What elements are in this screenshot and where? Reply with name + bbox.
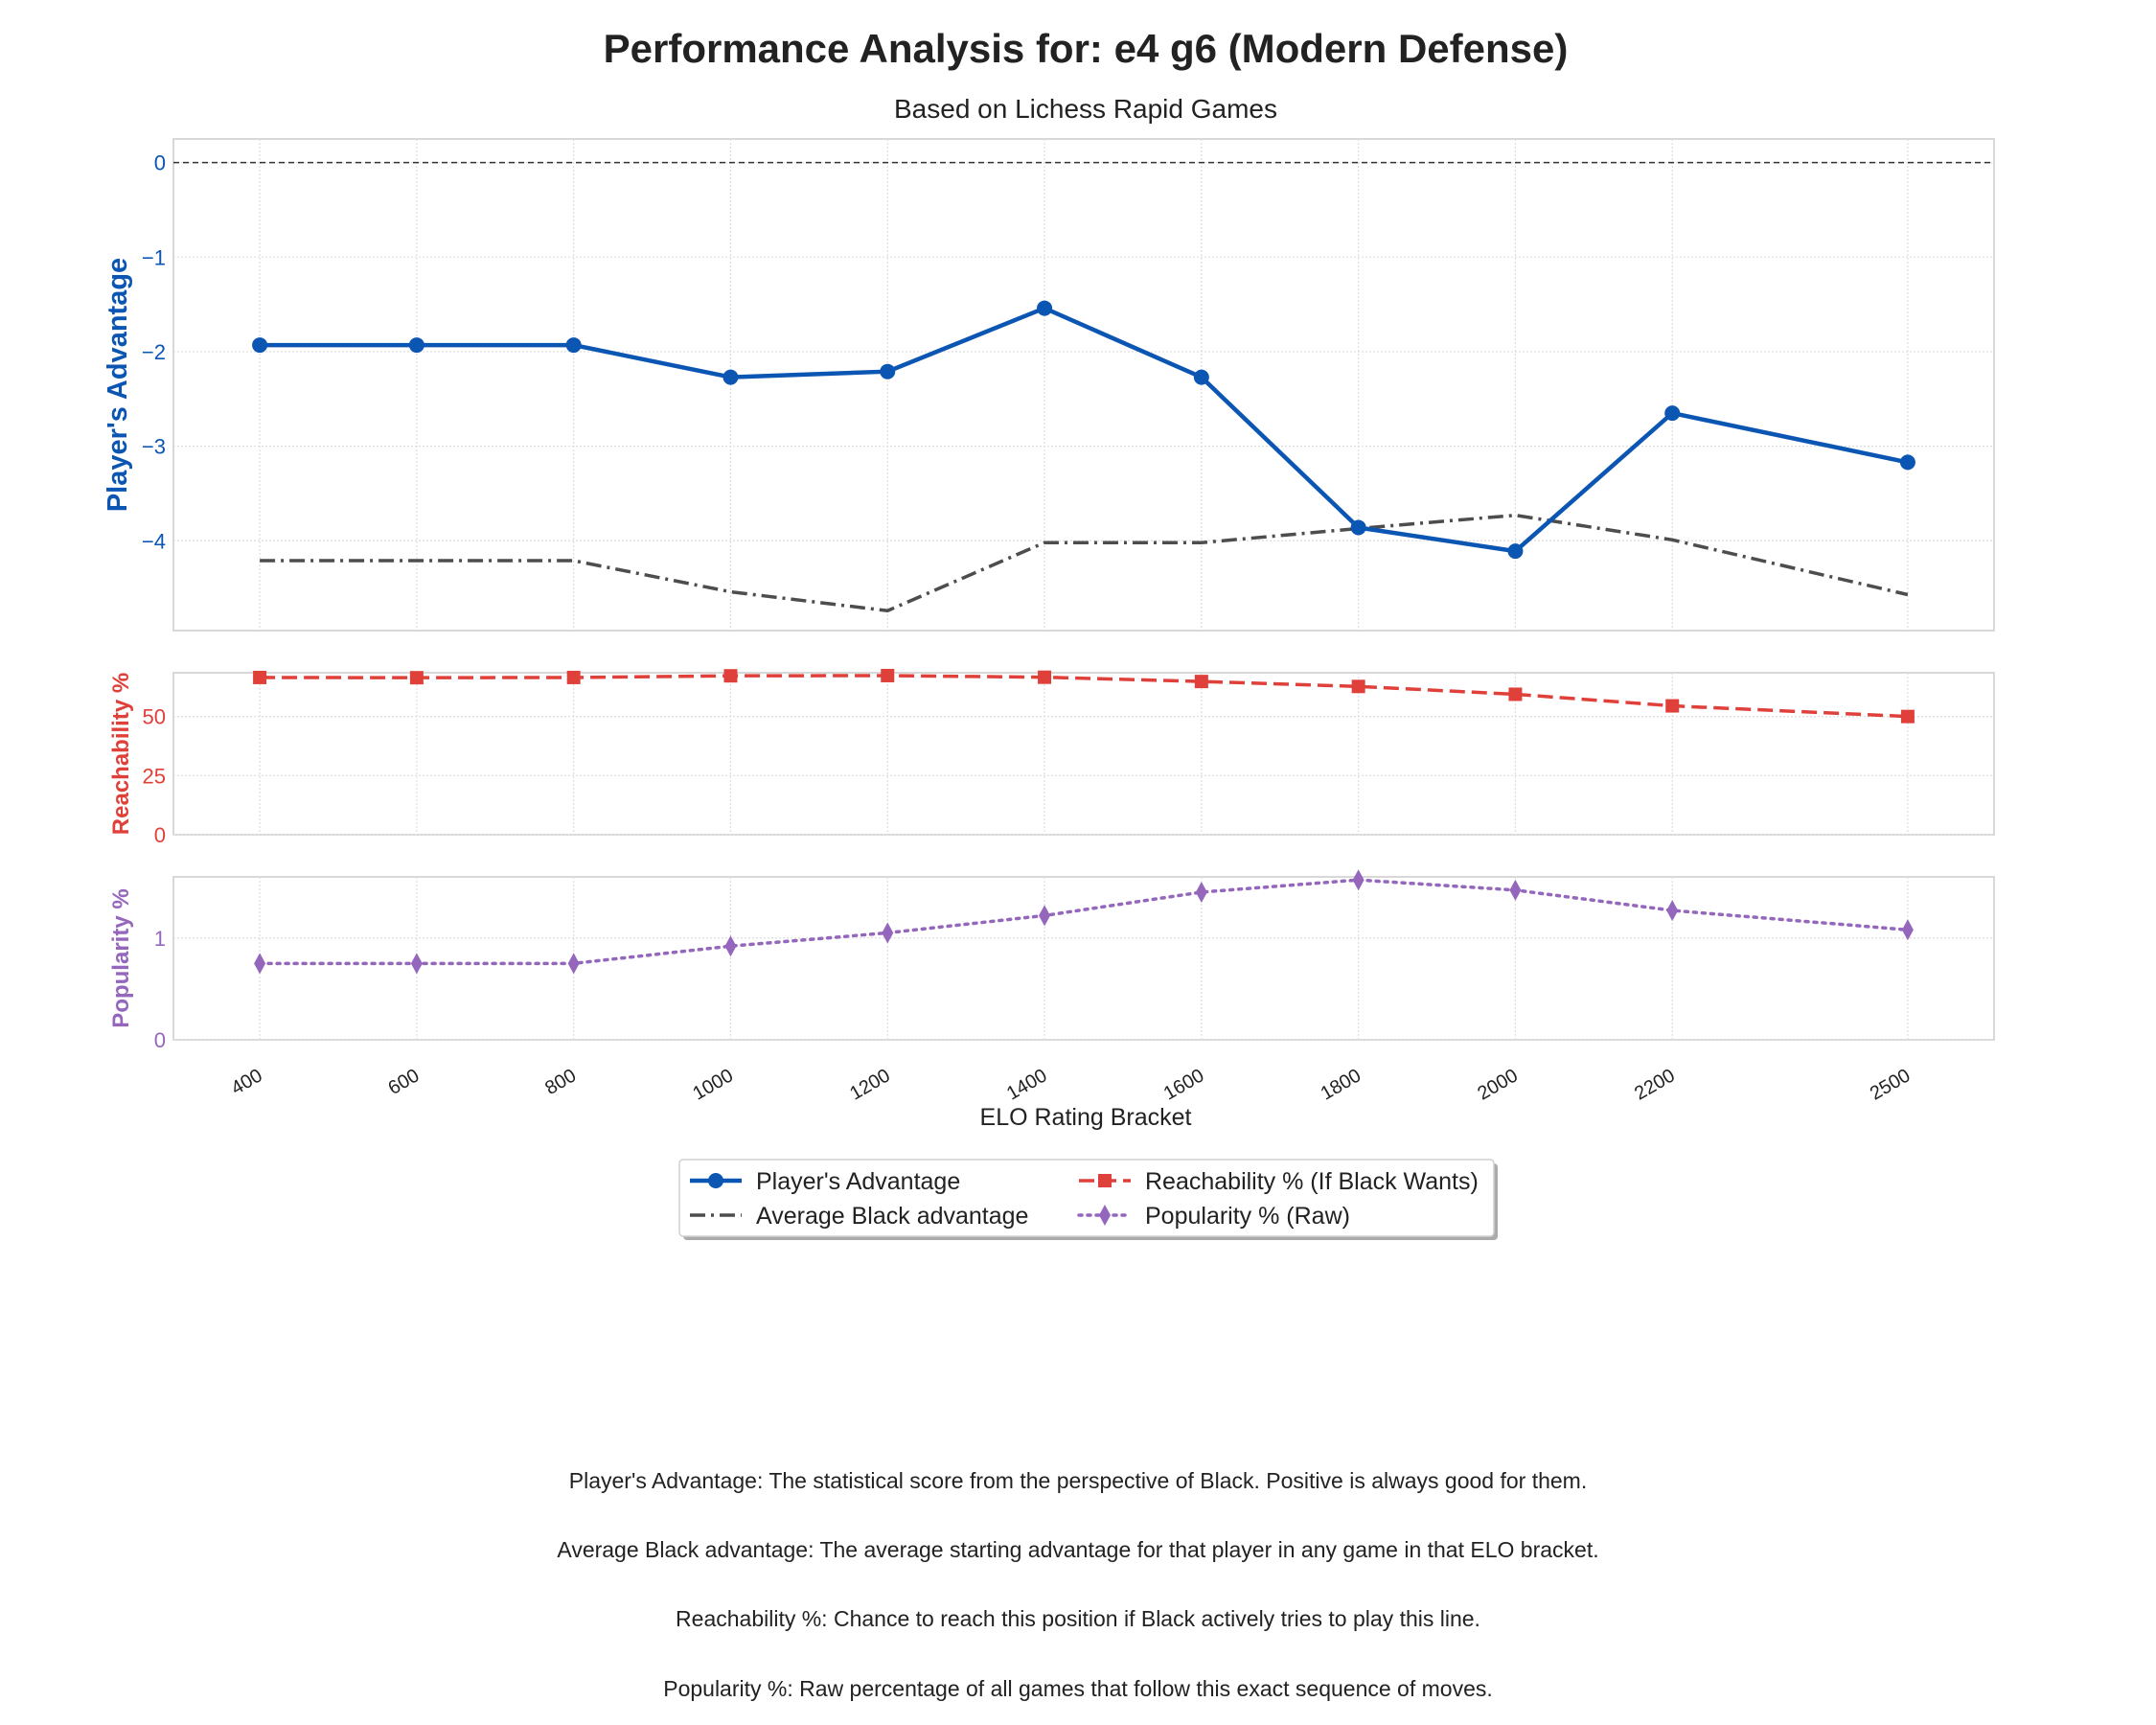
data-point: [1193, 369, 1209, 385]
legend-label: Popularity % (Raw): [1145, 1203, 1350, 1230]
data-point: [1509, 879, 1522, 901]
data-point: [566, 670, 581, 684]
x-tick-label: 1200: [846, 1065, 894, 1104]
chart-panels: 0 −1 −2 −3 −4 Player's Advantage 0 25 50 Reachabi…: [103, 138, 1995, 1052]
x-tick-label: 2200: [1631, 1065, 1679, 1104]
legend-entry: Average Black advantage: [690, 1203, 1028, 1230]
x-tick-label: 1400: [1003, 1065, 1051, 1104]
series-average-black-advantage: [260, 513, 1909, 613]
legend-entry: Popularity % (Raw): [1077, 1203, 1350, 1230]
data-point: [881, 668, 895, 682]
data-point: [1195, 881, 1207, 903]
series-reachability-if-black-wants: [253, 668, 1915, 724]
legend-label: Reachability % (If Black Wants): [1145, 1168, 1479, 1195]
y-tick-label: −3: [142, 435, 166, 459]
panel-frame: [172, 876, 1995, 1041]
chart-subtitle: Based on Lichess Rapid Games: [894, 94, 1277, 124]
panel-popularity: 0 1 Popularity %: [108, 869, 1995, 1052]
y-tick-label: −1: [142, 245, 166, 269]
y-axis-label: Reachability %: [108, 673, 134, 835]
data-point: [1900, 709, 1915, 724]
data-point: [1351, 679, 1365, 694]
data-point: [1037, 300, 1053, 316]
panel-frame: [172, 672, 1995, 836]
series-player-s-advantage: [252, 300, 1915, 560]
x-tick-label: 2000: [1474, 1065, 1522, 1104]
data-point: [252, 337, 268, 354]
data-point: [1665, 699, 1680, 713]
data-point: [1352, 869, 1365, 891]
y-tick-label: 1: [154, 927, 166, 951]
y-tick-label: 0: [154, 823, 166, 847]
y-axis-label: Player's Advantage: [103, 258, 133, 512]
series-popularity-raw: [254, 869, 1914, 975]
panel-advantage: 0 −1 −2 −3 −4 Player's Advantage: [103, 138, 1995, 632]
data-point: [409, 671, 424, 685]
note-popularity: Popularity %: Raw percentage of all game…: [663, 1676, 1493, 1701]
data-point: [1507, 543, 1524, 560]
data-point: [565, 337, 582, 354]
data-point: [410, 953, 423, 975]
y-tick-label: −4: [142, 529, 166, 553]
chart-title: Performance Analysis for: e4 g6 (Modern …: [604, 26, 1569, 71]
data-point: [1350, 519, 1366, 536]
data-point: [253, 670, 267, 684]
data-point: [1038, 670, 1052, 684]
data-point: [880, 363, 896, 380]
note-average-black-advantage: Average Black advantage: The average sta…: [557, 1537, 1599, 1562]
legend-box: [678, 1159, 1495, 1237]
panel-frame: [172, 138, 1995, 632]
y-tick-label: 25: [143, 764, 166, 788]
x-tick-label: 600: [384, 1065, 423, 1099]
x-tick-label: 400: [228, 1065, 266, 1099]
note-reachability: Reachability %: Chance to reach this pos…: [676, 1606, 1480, 1631]
legend-entry: Player's Advantage: [690, 1168, 960, 1195]
data-point: [724, 935, 737, 957]
data-point: [567, 953, 580, 975]
legend-label: Average Black advantage: [756, 1203, 1028, 1230]
data-point: [1666, 900, 1679, 922]
x-axis: 400 600 800 1000 1200 1400 1600 1800 2000 2200 250…: [228, 1065, 1915, 1104]
legend: Player's Advantage Reachability % (If Bla…: [678, 1159, 1498, 1240]
data-point: [408, 337, 424, 354]
y-tick-label: 50: [143, 705, 166, 729]
data-point: [1098, 1174, 1112, 1187]
x-axis-label: ELO Rating Bracket: [980, 1104, 1192, 1131]
data-point: [708, 1173, 723, 1188]
data-point: [723, 669, 738, 683]
data-point: [882, 922, 894, 944]
y-tick-label: 0: [154, 151, 166, 175]
x-tick-label: 2500: [1867, 1065, 1915, 1104]
data-point: [1099, 1205, 1111, 1226]
data-point: [1899, 454, 1915, 471]
legend-entry: Reachability % (If Black Wants): [1079, 1168, 1479, 1195]
x-tick-label: 1000: [689, 1065, 737, 1104]
y-axis-label: Popularity %: [108, 888, 134, 1027]
data-point: [254, 953, 266, 975]
data-point: [1039, 905, 1051, 927]
data-point: [1901, 919, 1914, 941]
data-point: [722, 369, 739, 385]
series-line: [260, 513, 1909, 613]
data-point: [1664, 405, 1681, 422]
x-tick-label: 1600: [1160, 1065, 1208, 1104]
y-tick-label: 0: [154, 1028, 166, 1052]
data-point: [1508, 687, 1523, 702]
y-tick-label: −2: [142, 340, 166, 364]
legend-label: Player's Advantage: [756, 1168, 960, 1195]
data-point: [1194, 675, 1208, 689]
x-tick-label: 800: [541, 1065, 580, 1099]
panel-reachability: 0 25 50 Reachability %: [108, 668, 1995, 847]
x-tick-label: 1800: [1318, 1065, 1365, 1104]
note-players-advantage: Player's Advantage: The statistical scor…: [568, 1468, 1588, 1493]
